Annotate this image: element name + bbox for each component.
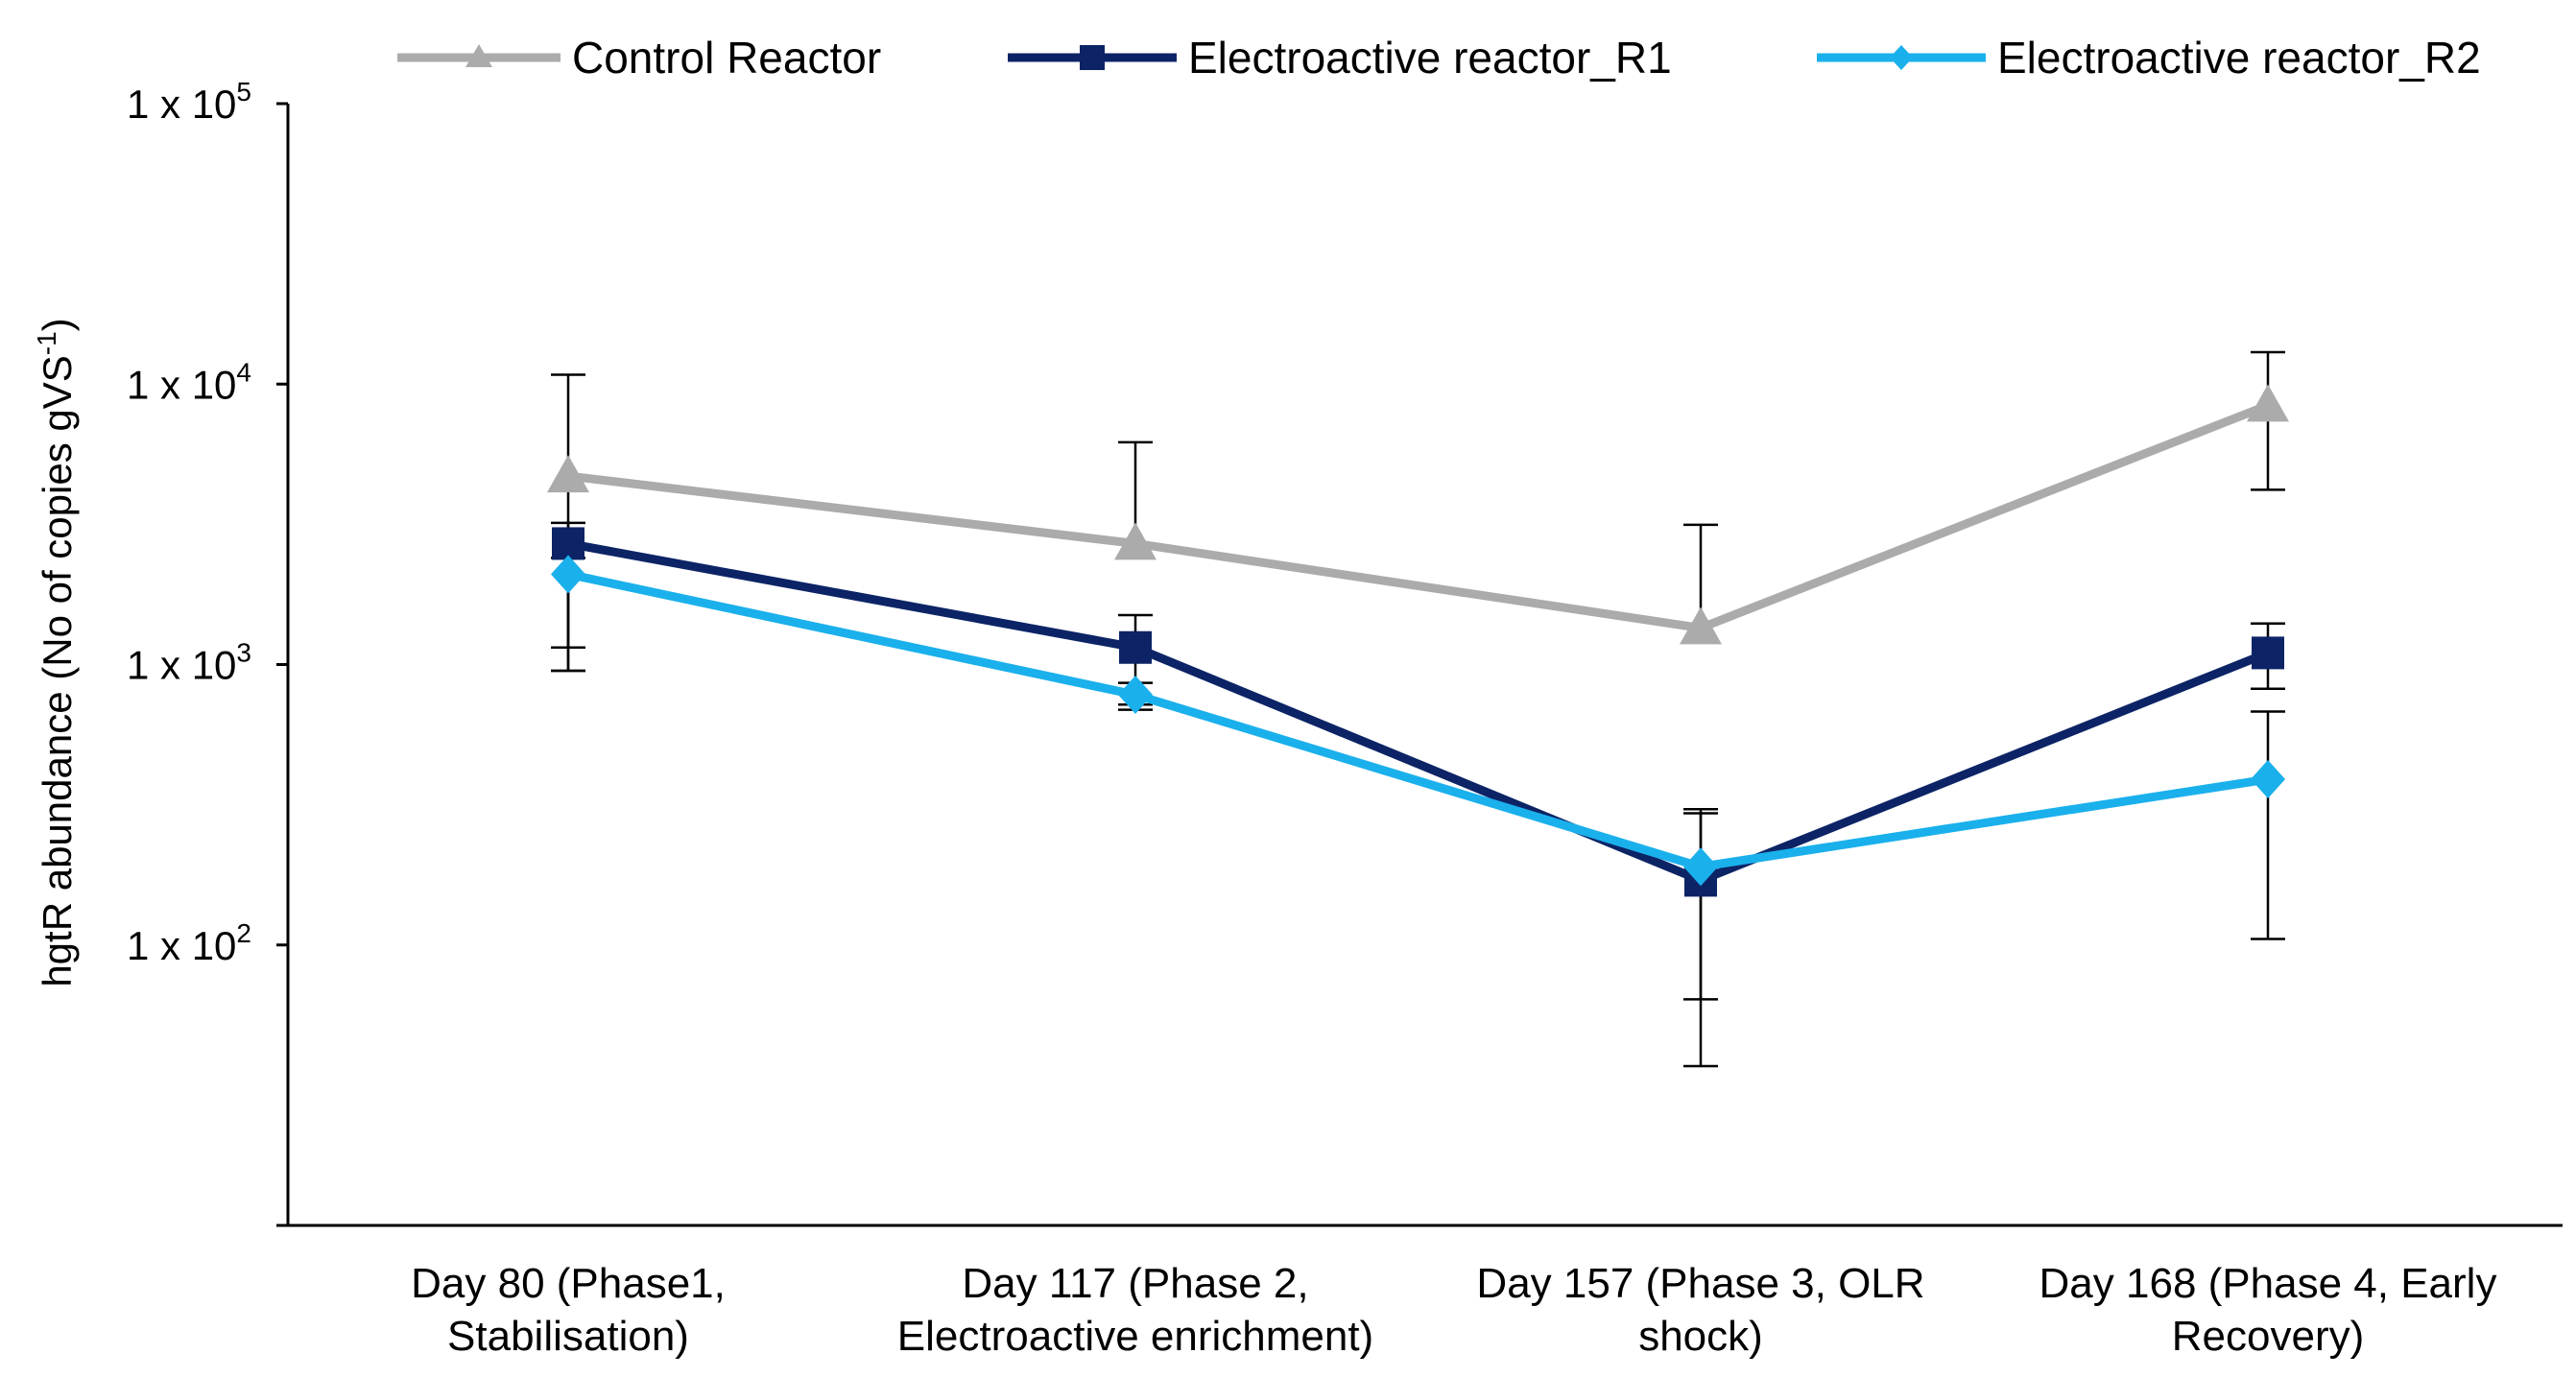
axes: 1 x 102 1 x 103 1 x 104 1 x 105 hgtR abundan… xyxy=(32,77,2563,1360)
x-tick-label: Day 157 (Phase 3, OLR shock) xyxy=(1476,1260,1924,1360)
series-line xyxy=(563,569,2273,871)
data-point xyxy=(1118,676,1153,715)
legend-marker xyxy=(1890,45,1913,70)
x-tick-label: Day 117 (Phase 2, Electroactive enrichmen… xyxy=(897,1260,1373,1360)
x-tick-label: Day 168 (Phase 4, Early Recovery) xyxy=(2039,1260,2497,1360)
series-line xyxy=(563,400,2273,632)
data-point xyxy=(2251,760,2285,799)
series-lines xyxy=(547,384,2289,897)
data-point xyxy=(1683,847,1718,887)
y-axis-label: hgtR abundance (No of copies gVS-1) xyxy=(32,318,80,986)
data-point xyxy=(2252,636,2284,670)
data-point xyxy=(2247,384,2289,422)
data-point xyxy=(1680,606,1722,645)
y-tick-label: 1 x 102 xyxy=(127,918,251,968)
y-tick-label: 1 x 105 xyxy=(127,77,251,127)
data-point xyxy=(552,527,584,560)
data-point xyxy=(547,455,589,493)
legend-label: Electroactive reactor_R2 xyxy=(1997,33,2481,83)
legend-label: Electroactive reactor_R1 xyxy=(1188,33,1672,83)
legend-marker xyxy=(1080,45,1105,70)
series-line xyxy=(563,538,2273,885)
legend: Control Reactor Electroactive reactor_R1 E… xyxy=(397,33,2481,83)
y-tick-label: 1 x 104 xyxy=(127,357,251,407)
legend-marker xyxy=(465,44,492,67)
x-tick-label: Day 80 (Phase1, Stabilisation) xyxy=(411,1260,726,1360)
legend-label: Control Reactor xyxy=(572,33,881,83)
data-point xyxy=(551,555,585,594)
data-point xyxy=(1114,522,1157,560)
error-bars xyxy=(551,350,2285,1068)
y-tick-label: 1 x 103 xyxy=(127,638,251,688)
data-point xyxy=(1119,630,1152,664)
